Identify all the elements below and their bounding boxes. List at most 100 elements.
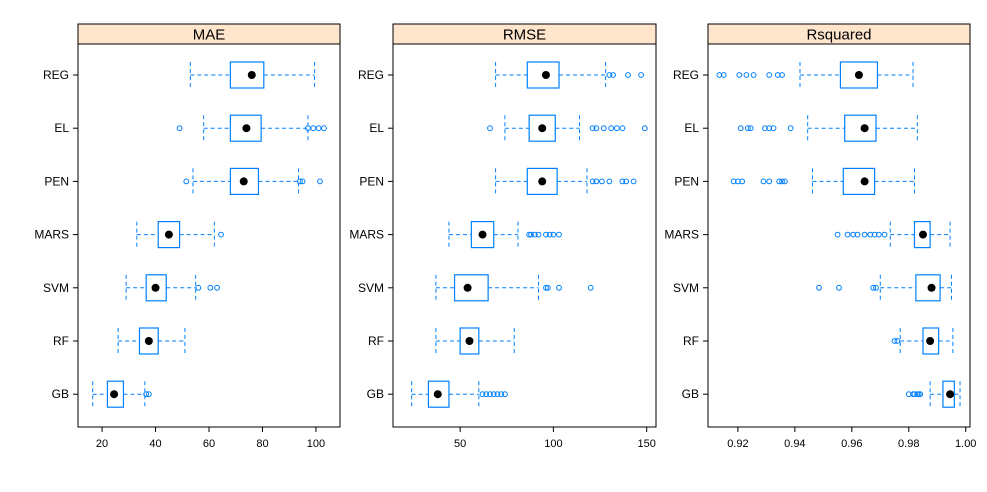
outlier-point (531, 231, 538, 238)
category-label: GB (367, 387, 384, 401)
x-tick-label: 80 (256, 438, 268, 450)
outlier-point (543, 231, 549, 238)
median-dot (926, 337, 935, 345)
x-tick-label: 0.98 (898, 438, 919, 450)
outlier-point (490, 391, 497, 398)
outlier-point (781, 178, 788, 185)
iqr-box (842, 167, 876, 195)
outlier-point (218, 231, 224, 238)
iqr-box (942, 380, 955, 408)
outlier-point (766, 125, 773, 132)
median-dot (860, 177, 869, 186)
outlier-point (207, 284, 214, 291)
outlier-point (850, 231, 857, 238)
outlier-point (891, 338, 898, 344)
x-tick-label: 150 (637, 438, 655, 450)
median-dot (927, 283, 936, 292)
panel-mae: MAE REG EL PEN MARS SVM RF GB 20 40 60 80 100 (34, 23, 341, 450)
panel-frame (77, 43, 341, 428)
outlier-point (716, 72, 723, 78)
category-label: MARS (664, 228, 699, 242)
category-label: MARS (34, 228, 69, 242)
median-dot (110, 390, 119, 399)
outlier-point (145, 391, 152, 398)
category-label: PEN (359, 174, 384, 188)
outlier-point (195, 284, 202, 291)
outlier-point (776, 178, 783, 185)
iqr-box (528, 114, 556, 142)
panel-title: RMSE (503, 27, 546, 44)
median-dot (946, 390, 955, 399)
category-label: EL (54, 121, 69, 135)
outlier-point (873, 284, 879, 291)
outlier-point (871, 231, 878, 238)
median-dot (465, 337, 474, 345)
outlier-point (844, 231, 851, 238)
outlier-point (544, 284, 551, 291)
median-dot (144, 337, 153, 345)
iqr-box (106, 380, 125, 408)
x-tick-label: 60 (203, 438, 215, 450)
outlier-point (867, 231, 874, 238)
outlier-point (787, 125, 794, 132)
iqr-box (526, 61, 560, 89)
panel-rsquared: Rsquared REG EL PEN MARS SVM RF GB 0.92 0.94 0.96 0… (664, 23, 976, 450)
box-svm (125, 274, 220, 302)
outlier-point (743, 72, 750, 78)
outlier-point (487, 125, 493, 132)
median-dot (463, 283, 472, 292)
outlier-point (774, 72, 781, 78)
outlier-point (870, 284, 877, 291)
panel-title: MAE (193, 27, 226, 44)
box-gb (411, 380, 508, 408)
panel-rmse: RMSE REG EL PEN MARS SVM RF GB 50 100 150 (349, 23, 657, 450)
outlier-point (630, 178, 637, 185)
outlier-point (739, 178, 746, 185)
outlier-point (610, 72, 616, 78)
outlier-point (881, 231, 888, 238)
outlier-point (619, 125, 626, 132)
box-gb (905, 380, 961, 408)
iqr-box (229, 114, 262, 142)
iqr-box (229, 167, 260, 195)
iqr-box (913, 221, 931, 249)
outlier-point (638, 72, 644, 78)
outlier-point (750, 72, 757, 78)
outlier-point (747, 125, 754, 132)
box-mars (136, 221, 224, 249)
outlier-point (305, 125, 311, 132)
outlier-point (606, 72, 613, 78)
median-dot (478, 230, 487, 239)
outlier-point (535, 231, 542, 238)
box-rf (117, 327, 186, 355)
category-label: PEN (674, 174, 699, 188)
box-mars (834, 221, 951, 249)
category-label: GB (52, 387, 69, 401)
box-reg (716, 61, 914, 89)
panel-frame (707, 43, 971, 428)
outlier-point (299, 178, 306, 185)
outlier-point (556, 231, 562, 238)
category-label: MARS (349, 228, 384, 242)
category-label: EL (684, 121, 699, 135)
x-tick-label: 100 (544, 438, 562, 450)
median-dot (919, 230, 928, 239)
outlier-point (854, 231, 861, 238)
outlier-point (816, 284, 822, 291)
x-tick-label: 0.96 (841, 438, 862, 450)
outlier-point (905, 391, 912, 398)
outlier-point (317, 178, 323, 185)
outlier-point (593, 125, 600, 132)
outlier-point (528, 231, 534, 238)
iqr-box (922, 327, 940, 355)
outlier-point (766, 72, 773, 78)
outlier-point (176, 125, 183, 132)
outlier-point (214, 284, 220, 291)
category-label: SVM (43, 281, 69, 295)
median-dot (247, 71, 256, 79)
box-pen (495, 167, 637, 195)
median-dot (860, 124, 869, 133)
iqr-box (229, 61, 265, 89)
outlier-point (487, 391, 493, 398)
